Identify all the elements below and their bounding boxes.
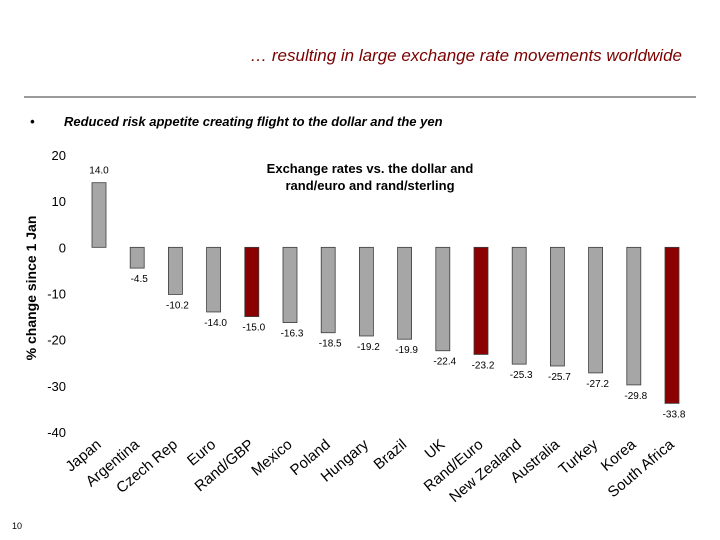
x-tick-label-brazil: Brazil (371, 436, 411, 473)
bar-australia (550, 246, 565, 367)
bar-czech-rep (167, 246, 183, 295)
chart-title-line-1: Exchange rates vs. the dollar and (266, 161, 474, 176)
bullet-icon: • (30, 114, 35, 129)
bar-japan (91, 182, 107, 248)
x-tick-label-mexico: Mexico (248, 436, 295, 480)
bar-korea (626, 246, 642, 386)
data-label-poland: -18.5 (319, 339, 342, 350)
bar-argentina (129, 246, 145, 269)
bar-south-africa (664, 246, 680, 404)
y-tick-label: 0 (59, 240, 66, 255)
slide-title: … resulting in large exchange rate movem… (250, 46, 682, 65)
chart-title: Exchange rates vs. the dollar and rand/e… (250, 160, 490, 194)
data-label-rand-gbp: -15.0 (242, 323, 265, 334)
bar-uk (435, 246, 451, 352)
x-tick-label-turkey: Turkey (556, 436, 602, 478)
data-label-new-zealand: -25.3 (510, 370, 533, 381)
data-label-australia: -25.7 (548, 372, 571, 383)
bar-mexico (282, 246, 298, 323)
bar-poland (320, 246, 336, 334)
y-tick-label: 10 (52, 194, 66, 209)
data-label-euro: -14.0 (204, 318, 227, 329)
data-label-turkey: -27.2 (586, 379, 609, 390)
bar-brazil (397, 246, 413, 340)
bar-new-zealand (511, 246, 527, 365)
data-label-rand-euro: -23.2 (472, 360, 495, 371)
data-label-czech-rep: -10.2 (166, 300, 189, 311)
y-tick-label: -30 (47, 379, 66, 394)
title-divider (24, 96, 696, 98)
chart-title-line-2: rand/euro and rand/sterling (285, 178, 455, 193)
bullet-text: Reduced risk appetite creating flight to… (64, 114, 443, 129)
data-label-mexico: -16.3 (281, 329, 304, 340)
bar-hungary (358, 246, 374, 337)
data-label-argentina: -4.5 (131, 274, 149, 285)
page-number: 10 (12, 521, 23, 531)
data-label-hungary: -19.2 (357, 342, 380, 353)
bar-turkey (588, 246, 603, 374)
data-label-south-africa: -33.8 (663, 409, 686, 420)
data-label-brazil: -19.9 (395, 345, 418, 356)
y-tick-label: -40 (47, 425, 66, 440)
y-tick-label: -10 (47, 287, 66, 302)
bar-rand-euro (473, 246, 489, 355)
bar-euro (206, 246, 222, 313)
data-label-korea: -29.8 (624, 391, 647, 402)
y-axis-label: % change since 1 Jan (23, 216, 39, 361)
x-tick-label-uk: UK (421, 436, 448, 462)
data-label-uk: -22.4 (433, 357, 456, 368)
data-label-japan: 14.0 (89, 166, 109, 177)
y-tick-label: 20 (52, 148, 66, 163)
y-tick-label: -20 (47, 333, 66, 348)
bar-rand-gbp (244, 246, 260, 317)
